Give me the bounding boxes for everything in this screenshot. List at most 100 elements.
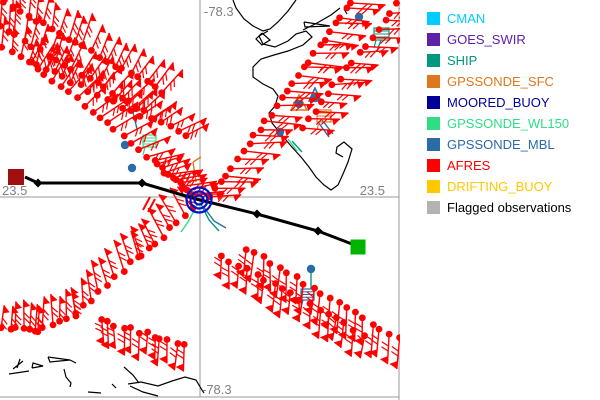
wind-barb[interactable] <box>167 340 182 371</box>
wind-barb[interactable] <box>88 24 107 54</box>
wind-barb[interactable] <box>329 298 344 335</box>
wind-barb[interactable] <box>128 48 147 77</box>
legend-item-gpssonde-sfc[interactable]: GPSSONDE_SFC <box>427 71 600 92</box>
wind-barb[interactable] <box>167 112 196 130</box>
wind-barb[interactable] <box>103 36 123 65</box>
wind-barb[interactable] <box>326 28 367 42</box>
wind-barb[interactable] <box>268 112 303 124</box>
wind-barb[interactable] <box>343 4 381 16</box>
wind-barb[interactable] <box>212 252 225 280</box>
wind-barb[interactable] <box>137 223 154 252</box>
wind-barb[interactable] <box>279 94 318 105</box>
wind-barb[interactable] <box>8 27 20 56</box>
wind-barb[interactable] <box>379 330 393 365</box>
wind-barb[interactable] <box>25 0 38 20</box>
wind-barb[interactable] <box>127 127 158 147</box>
wind-barb[interactable] <box>246 140 288 150</box>
wind-barb[interactable] <box>332 19 372 30</box>
wind-barb[interactable] <box>130 230 144 261</box>
wind-barb[interactable] <box>356 48 389 59</box>
wind-barb[interactable] <box>79 277 90 309</box>
wind-barb[interactable] <box>325 314 340 341</box>
wind-barb[interactable] <box>86 55 108 82</box>
wind-barb[interactable] <box>96 97 130 122</box>
sonde-wind-barb[interactable] <box>192 156 202 163</box>
wind-barb[interactable] <box>20 299 31 332</box>
wind-barb[interactable] <box>48 54 70 85</box>
wind-barb[interactable] <box>291 296 303 323</box>
wind-barb[interactable] <box>89 93 119 116</box>
wind-barb[interactable] <box>324 90 362 103</box>
wind-barb[interactable] <box>122 324 134 354</box>
wind-barb[interactable] <box>310 306 324 339</box>
gpssonde-mbl-dot[interactable] <box>354 12 364 22</box>
wind-barb[interactable] <box>148 104 173 123</box>
wind-barb[interactable] <box>81 84 107 110</box>
wind-barb[interactable] <box>278 269 290 303</box>
wind-barb[interactable] <box>333 319 348 348</box>
wind-barb[interactable] <box>34 43 56 73</box>
wind-barb[interactable] <box>235 246 250 278</box>
wind-barb[interactable] <box>234 155 270 166</box>
wind-barb[interactable] <box>138 328 152 355</box>
wind-barb[interactable] <box>0 0 9 6</box>
wind-barb[interactable] <box>149 335 163 367</box>
wind-barb[interactable] <box>32 0 45 25</box>
wind-barb[interactable] <box>90 259 103 295</box>
wind-barb[interactable] <box>106 322 117 349</box>
legend-item-goes-swir[interactable]: GOES_SWIR <box>427 29 600 50</box>
wind-barb[interactable] <box>347 59 379 71</box>
wind-barb[interactable] <box>301 300 314 330</box>
wind-barb[interactable] <box>386 10 400 20</box>
map-area[interactable]: -78.3 -78.3 23.5 23.5 <box>0 0 400 400</box>
wind-barb[interactable] <box>56 295 67 325</box>
wind-barb[interactable] <box>40 46 62 79</box>
legend-item-ship[interactable]: SHIP <box>427 50 600 71</box>
wind-barb[interactable] <box>34 305 46 336</box>
wind-barb[interactable] <box>9 0 19 11</box>
wind-barb[interactable] <box>280 289 294 315</box>
wind-barb[interactable] <box>317 41 354 51</box>
wind-barb[interactable] <box>71 291 82 320</box>
wind-barb[interactable] <box>147 334 159 360</box>
wind-barb[interactable] <box>238 264 251 295</box>
wind-barb[interactable] <box>343 64 375 74</box>
wind-barb[interactable] <box>135 135 172 154</box>
wind-barb[interactable] <box>49 294 59 329</box>
wind-barb[interactable] <box>158 193 180 227</box>
wind-barb[interactable] <box>182 122 210 140</box>
wind-barb[interactable] <box>288 273 301 305</box>
wind-barb[interactable] <box>65 9 83 44</box>
legend-item-cman[interactable]: CMAN <box>427 8 600 29</box>
wind-barb[interactable] <box>227 165 264 175</box>
wind-barb[interactable] <box>337 75 373 87</box>
legend-item-gpssonde-wl150[interactable]: GPSSONDE_WL150 <box>427 113 600 134</box>
wind-barb[interactable] <box>151 62 175 91</box>
wind-barb[interactable] <box>283 87 324 100</box>
wind-barb[interactable] <box>104 101 139 127</box>
wind-barb[interactable] <box>328 81 366 91</box>
wind-barb[interactable] <box>343 327 357 357</box>
wind-barb[interactable] <box>257 126 293 137</box>
legend-item-moored-buoy[interactable]: MOORED_BUOY <box>427 92 600 113</box>
wind-barb[interactable] <box>177 177 208 188</box>
wind-barb[interactable] <box>62 288 73 323</box>
gpssonde-mbl-dot[interactable] <box>127 163 137 173</box>
wind-barb[interactable] <box>288 80 327 90</box>
wind-barb[interactable] <box>346 0 386 11</box>
wind-barb[interactable] <box>78 12 97 49</box>
wind-barb[interactable] <box>48 2 62 33</box>
flagged-wind-mark[interactable] <box>142 196 151 211</box>
wind-barb[interactable] <box>153 155 184 169</box>
wind-barb[interactable] <box>249 131 289 143</box>
wind-barb[interactable] <box>17 26 33 61</box>
wind-barb[interactable] <box>159 336 171 364</box>
wind-barb[interactable] <box>56 8 72 37</box>
wind-barb[interactable] <box>319 310 333 343</box>
wind-barb[interactable] <box>96 32 113 61</box>
wind-barb[interactable] <box>64 64 92 96</box>
wind-barb[interactable] <box>218 178 259 189</box>
map-canvas[interactable]: -78.3 -78.3 23.5 23.5 <box>0 0 400 400</box>
wind-barb[interactable] <box>309 49 350 60</box>
wind-barb[interactable] <box>158 69 184 97</box>
